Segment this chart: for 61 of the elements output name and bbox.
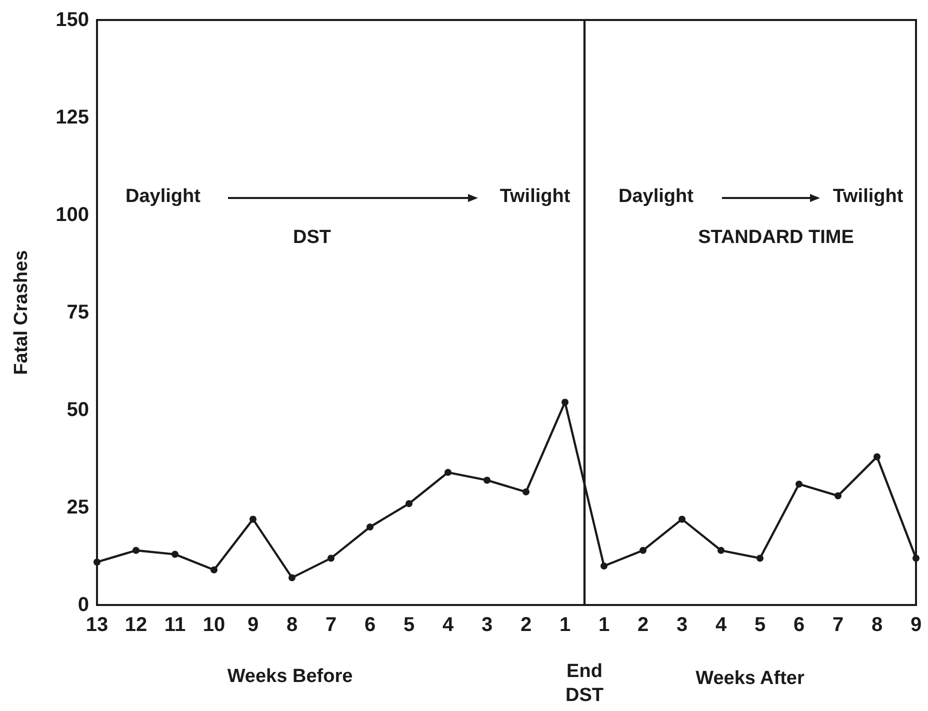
y-tick-label: 25 [66, 496, 89, 518]
point [444, 468, 452, 476]
x-tick-label: 6 [793, 614, 805, 636]
x-tick-label: 2 [637, 614, 649, 636]
x-tick-label: 10 [202, 614, 226, 636]
x-tick-label: 3 [676, 614, 688, 636]
point [796, 480, 802, 488]
point [328, 554, 334, 562]
point [718, 546, 724, 554]
x-tick-label: 4 [442, 614, 454, 636]
point [678, 516, 686, 523]
y-tick-label: 150 [56, 9, 89, 31]
point [250, 516, 256, 523]
point [406, 500, 412, 508]
x-tick-label: 12 [124, 614, 148, 636]
x-tick-label: 8 [871, 614, 883, 636]
point [874, 453, 880, 460]
x-tick-label: 7 [325, 614, 337, 636]
x-tick-label: 5 [754, 614, 766, 636]
point [600, 562, 608, 570]
y-tick-label: 125 [56, 106, 89, 128]
annotation: STANDARD TIME [698, 227, 854, 249]
y-axis-title: Fatal Crashes [11, 250, 32, 375]
point [172, 550, 178, 558]
point [366, 524, 374, 530]
y-tick-label: 0 [78, 594, 89, 616]
x-tick-label: 6 [364, 614, 376, 636]
point [834, 492, 842, 500]
point [132, 546, 140, 554]
annotation: Daylight [618, 186, 694, 208]
x-tick-label: 11 [164, 614, 186, 636]
point [640, 546, 646, 554]
x-tick-label: 5 [403, 614, 415, 636]
x-tick-label: 1 [598, 614, 610, 636]
text: Weeks After [696, 668, 804, 690]
x-tick-label: 2 [520, 614, 532, 636]
x-tick-label: 9 [247, 614, 259, 636]
point [210, 566, 218, 574]
x-tick-label: 4 [715, 614, 728, 636]
x-tick-label: 1 [559, 614, 571, 636]
text: End DST [564, 660, 604, 708]
x-tick-label: 3 [481, 614, 493, 636]
annotation: Twilight [832, 186, 904, 208]
point [562, 398, 568, 406]
y-tick-label: 75 [66, 302, 89, 324]
x-tick-label: 7 [832, 614, 844, 636]
point [94, 558, 100, 566]
y-tick-label: 50 [66, 399, 89, 421]
point [912, 554, 920, 562]
annotation: Daylight [126, 186, 200, 208]
point [484, 476, 490, 484]
x-tick-label: 8 [286, 614, 298, 636]
y-tick-label: 100 [56, 204, 89, 226]
point [522, 488, 530, 496]
annotation: DST [293, 227, 331, 249]
text: Weeks Before [227, 666, 353, 688]
x-tick-label: 9 [910, 614, 922, 636]
x-tick-label: 13 [86, 614, 108, 636]
point [288, 574, 296, 582]
point [756, 554, 764, 562]
annotation: Twilight [500, 186, 570, 208]
